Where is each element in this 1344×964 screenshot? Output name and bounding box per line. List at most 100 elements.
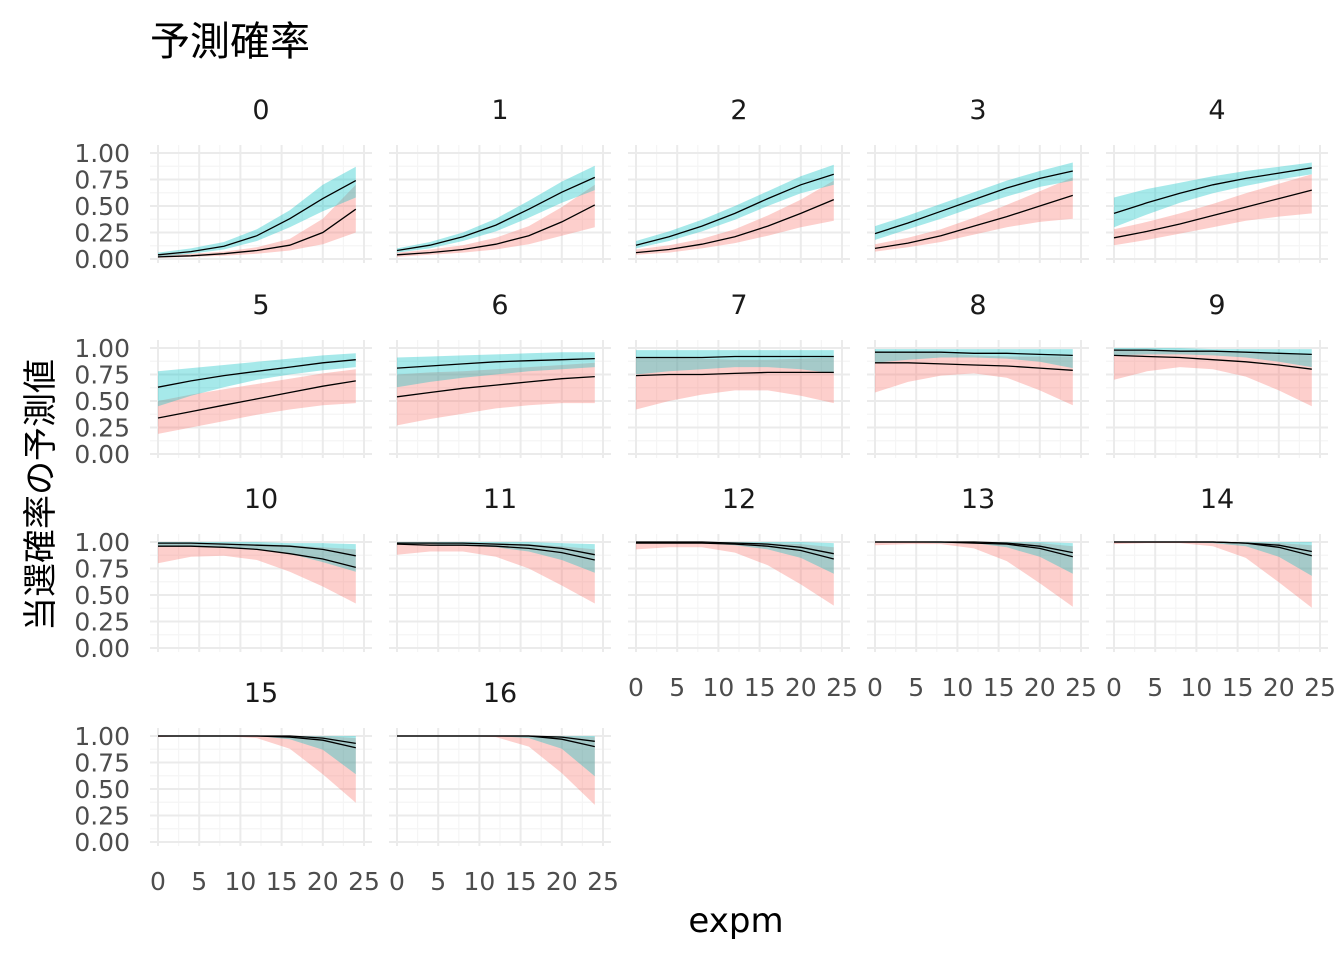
mean-line-a: [157, 380, 356, 419]
confidence-band-a: [158, 736, 356, 803]
y-tick-label: 0.25: [74, 219, 130, 248]
facet-strip-label: 7: [730, 290, 747, 321]
confidence-band-a: [875, 351, 1073, 406]
confidence-band-b: [636, 164, 834, 249]
mean-line-b: [636, 541, 834, 555]
confidence-band-a: [158, 369, 356, 434]
confidence-band-b: [158, 353, 356, 407]
confidence-band-b: [397, 736, 595, 777]
y-tick-label: 0.50: [74, 775, 130, 804]
x-tick-label: 25: [348, 867, 380, 896]
x-tick-label: 5: [191, 867, 207, 896]
facet-strip-label: 1: [491, 95, 508, 126]
mean-line-b: [397, 735, 595, 742]
chart-title: 予測確率: [150, 19, 310, 65]
confidence-band-a: [875, 177, 1073, 252]
mean-line-a: [635, 371, 834, 377]
facet-strip-label: 3: [969, 95, 986, 126]
y-tick-label: 0.50: [74, 192, 130, 221]
y-tick-label: 1.00: [74, 334, 130, 363]
x-axis-title: expm: [688, 901, 783, 941]
x-tick-label: 25: [587, 867, 619, 896]
y-tick-label: 0.00: [74, 245, 130, 274]
mean-line-b: [635, 173, 834, 246]
y-tick-label: 0.25: [74, 802, 130, 831]
facet-panel-3: 3: [867, 95, 1089, 263]
facet-strip-label: 9: [1208, 290, 1225, 321]
mean-line-b: [157, 180, 357, 256]
facet-panel-5: 5 0.000.250.500.751.00: [74, 290, 372, 469]
mean-line-b: [874, 170, 1073, 235]
y-tick-label: 0.75: [74, 555, 130, 584]
x-tick-label: 0: [1106, 673, 1122, 702]
x-tick-label: 10: [941, 673, 973, 702]
y-tick-label: 0.50: [74, 581, 130, 610]
mean-line-a: [874, 194, 1073, 250]
mean-line-b: [158, 735, 356, 745]
x-tick-label: 0: [389, 867, 405, 896]
mean-line-a: [1113, 354, 1312, 370]
facet-strip-label: 2: [730, 95, 747, 126]
mean-line-a: [396, 543, 595, 561]
x-tick-label: 20: [546, 867, 578, 896]
x-tick-label: 20: [307, 867, 339, 896]
confidence-band-a: [636, 180, 834, 255]
x-tick-label: 0: [867, 673, 883, 702]
mean-line-b: [1113, 167, 1312, 215]
mean-line-b: [396, 357, 595, 369]
confidence-band-b: [158, 542, 356, 572]
facet-strip-label: 15: [244, 678, 278, 709]
facet-panel-14: 14 0 5 10 15 20 25: [1106, 484, 1336, 702]
confidence-band-a: [397, 362, 595, 426]
x-tick-label: 10: [1180, 673, 1212, 702]
mean-line-a: [875, 362, 1073, 371]
confidence-band-b: [875, 162, 1073, 240]
confidence-band-a: [397, 542, 595, 604]
x-tick-label: 0: [150, 867, 166, 896]
x-tick-label: 20: [1263, 673, 1295, 702]
confidence-band-a: [397, 736, 595, 805]
mean-line-b: [396, 176, 596, 252]
facet-strip-label: 10: [244, 484, 278, 515]
y-tick-label: 0.50: [74, 387, 130, 416]
facet-panel-11: 11: [389, 484, 611, 652]
confidence-band-a: [1114, 542, 1312, 608]
y-tick-label: 0.75: [74, 361, 130, 390]
facet-panel-16: 16 0 5 10 15 20 25: [389, 678, 619, 896]
confidence-band-b: [1114, 162, 1312, 228]
confidence-band-a: [636, 542, 834, 606]
facet-strip-label: 6: [491, 290, 508, 321]
y-tick-label: 0.25: [74, 608, 130, 637]
confidence-band-a: [875, 542, 1073, 607]
facet-panel-2: 2: [628, 95, 850, 263]
facet-strip-label: 0: [252, 95, 269, 126]
mean-line-a: [635, 199, 835, 254]
facet-panel-4: 4: [1106, 95, 1328, 263]
x-tick-label: 5: [1147, 673, 1163, 702]
y-tick-label: 0.00: [74, 828, 130, 857]
x-tick-label: 15: [266, 867, 298, 896]
mean-line-b: [636, 355, 834, 359]
confidence-band-b: [636, 542, 834, 574]
x-tick-label: 5: [669, 673, 685, 702]
confidence-band-b: [397, 352, 595, 388]
x-tick-label: 20: [785, 673, 817, 702]
mean-line-b: [157, 359, 356, 388]
x-tick-label: 25: [1065, 673, 1097, 702]
facet-strip-label: 4: [1208, 95, 1225, 126]
y-axis-title: 当選確率の予測値: [21, 359, 61, 631]
confidence-band-a: [158, 543, 356, 604]
mean-line-b: [875, 351, 1073, 357]
x-tick-label: 15: [744, 673, 776, 702]
facet-strip-label: 12: [722, 484, 756, 515]
mean-line-a: [396, 375, 595, 398]
mean-line-a: [158, 545, 356, 569]
mean-line-b: [158, 542, 356, 557]
confidence-band-b: [1114, 542, 1312, 576]
x-tick-label: 15: [1222, 673, 1254, 702]
facet-panel-12: 12 0 5 10 15 20 25: [628, 484, 858, 702]
confidence-band-b: [875, 542, 1073, 574]
x-tick-label: 25: [1304, 673, 1336, 702]
facet-strip-label: 13: [961, 484, 995, 515]
y-tick-label: 0.00: [74, 634, 130, 663]
